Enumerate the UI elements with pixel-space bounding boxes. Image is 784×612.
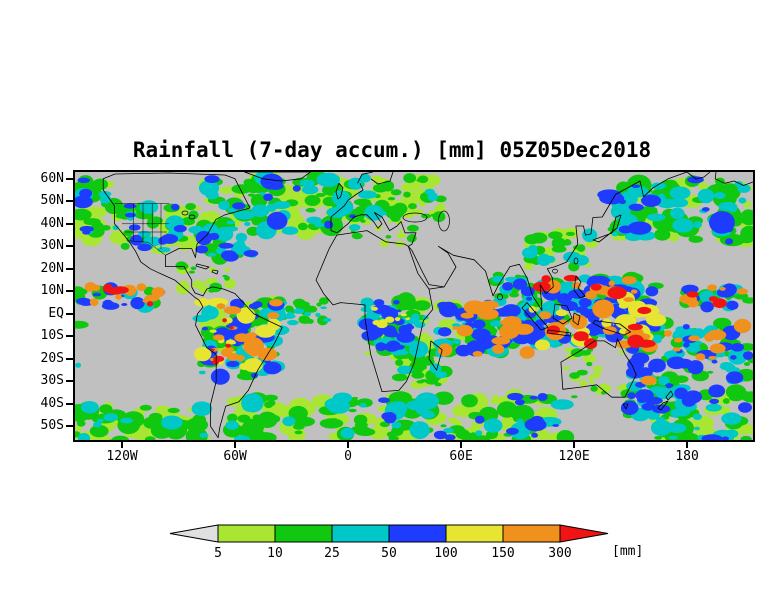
lat-tick-label: 30N	[40, 238, 64, 254]
colorbar-segment	[502, 524, 561, 543]
lat-tick-label: 10S	[40, 328, 64, 344]
lon-tick-label: 120W	[106, 449, 138, 464]
colorbar-units-label: [mm]	[612, 544, 644, 559]
lat-tick	[66, 425, 73, 428]
lat-tick	[66, 290, 73, 293]
lat-tick-label: EQ	[48, 305, 64, 321]
map-plot-area	[73, 170, 755, 442]
lon-tick	[573, 442, 576, 448]
lon-tick	[460, 442, 463, 448]
colorbar-segment	[445, 524, 504, 543]
lat-tick-label: 40S	[40, 395, 64, 411]
lon-tick	[347, 442, 350, 448]
lat-tick-label: 20S	[40, 350, 64, 366]
lat-tick	[66, 335, 73, 338]
colorbar-tick-label: 25	[324, 546, 340, 561]
lat-tick-label: 20N	[40, 260, 64, 276]
lat-tick-label: 50S	[40, 418, 64, 434]
political-borders	[114, 203, 170, 256]
lon-tick-label: 120E	[558, 449, 590, 464]
colorbar-segment	[274, 524, 333, 543]
lat-tick-label: 10N	[40, 283, 64, 299]
colorbar-left-arrow	[169, 524, 219, 543]
colorbar-tick-label: 10	[267, 546, 283, 561]
colorbar-tick-label: 150	[491, 546, 514, 561]
colorbar-right-arrow	[559, 524, 609, 543]
lon-tick-label: 180	[675, 449, 699, 464]
chart-title: Rainfall (7-day accum.) [mm] 05Z05Dec201…	[132, 138, 652, 162]
lat-tick	[66, 267, 73, 270]
lat-tick	[66, 380, 73, 383]
lon-tick-label: 60W	[223, 449, 247, 464]
colorbar: 5 10 25 50 100 150 300	[169, 524, 609, 561]
lat-tick-label: 60N	[40, 170, 64, 186]
colorbar-segment	[331, 524, 390, 543]
coastlines	[102, 172, 753, 439]
lon-tick	[686, 442, 689, 448]
world-map-svg	[75, 172, 753, 440]
lon-tick-label: 60E	[449, 449, 473, 464]
lon-tick-label: 0	[344, 449, 352, 464]
lat-tick-label: 30S	[40, 373, 64, 389]
lat-tick	[66, 245, 73, 248]
lon-tick	[234, 442, 237, 448]
lon-tick	[121, 442, 124, 448]
lat-tick	[66, 402, 73, 405]
colorbar-tick-label: 5	[214, 546, 222, 561]
colorbar-tick-label: 100	[434, 546, 457, 561]
lat-tick-label: 40N	[40, 215, 64, 231]
lat-tick	[66, 357, 73, 360]
colorbar-tick-label: 300	[548, 546, 571, 561]
lat-tick	[66, 312, 73, 315]
lat-tick	[66, 222, 73, 225]
lat-tick	[66, 200, 73, 203]
colorbar-segment	[217, 524, 276, 543]
lat-tick	[66, 177, 73, 180]
colorbar-segment	[388, 524, 447, 543]
lat-tick-label: 50N	[40, 193, 64, 209]
colorbar-tick-label: 50	[381, 546, 397, 561]
